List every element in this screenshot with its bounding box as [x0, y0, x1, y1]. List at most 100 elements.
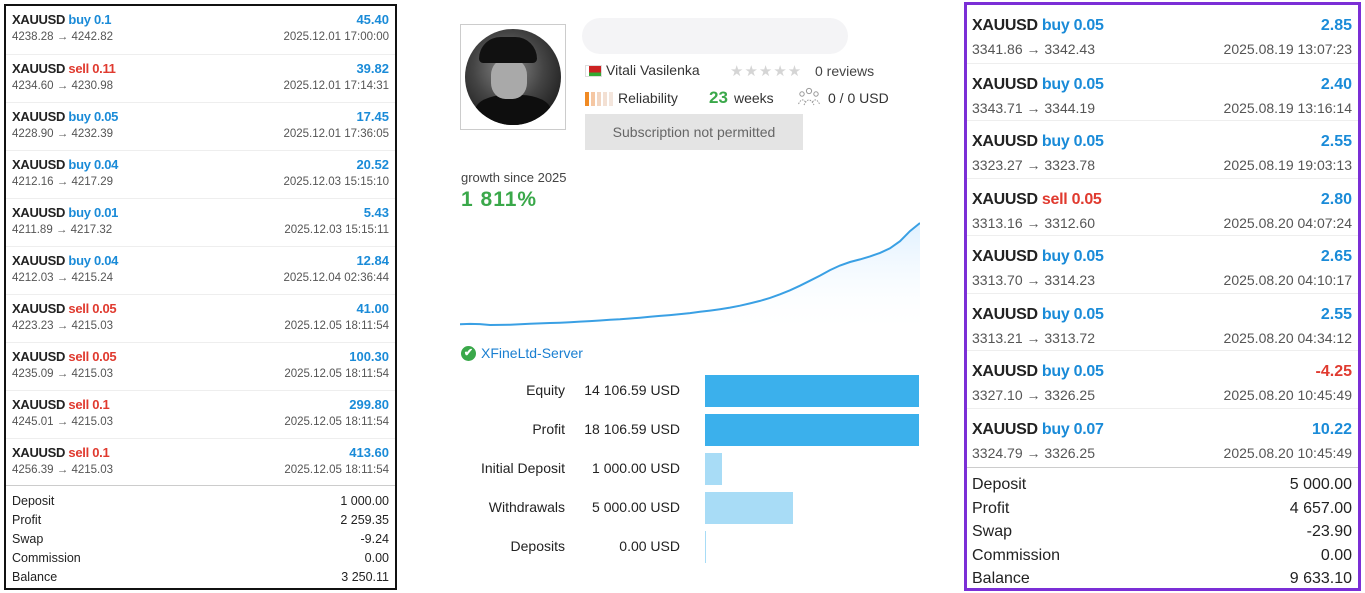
trade-prices: 4245.01 → 4215.03	[12, 416, 114, 428]
trade-time: 2025.08.19 19:03:13	[1223, 157, 1352, 173]
trade-row[interactable]: XAUUSD buy 0.1 45.40 4238.28 → 4242.82 2025…	[6, 6, 395, 54]
trade-symbol: XAUUSD	[12, 301, 66, 316]
trade-row[interactable]: XAUUSD buy 0.01 5.43 4211.89 → 4217.32 2025…	[6, 198, 395, 246]
trade-row[interactable]: XAUUSD buy 0.04 20.52 4212.16 → 4217.29 202…	[6, 150, 395, 198]
trade-row[interactable]: XAUUSD sell 0.05 41.00 4223.23 → 4215.03 20…	[6, 294, 395, 342]
rating-stars-icon: ★★★★★	[730, 63, 803, 80]
trade-time: 2025.08.20 04:10:17	[1223, 272, 1352, 288]
trader-name-link[interactable]: Vitali Vasilenka	[606, 62, 700, 78]
trade-time: 2025.08.20 04:07:24	[1223, 214, 1352, 231]
trade-row[interactable]: XAUUSD buy 0.07 10.22 3324.79 → 3326.25 202…	[967, 407, 1358, 465]
trade-title: XAUUSD buy 0.05	[972, 363, 1104, 381]
trade-symbol: XAUUSD	[12, 397, 66, 412]
trade-profit: 17.45	[356, 109, 389, 124]
summary-label: Balance	[972, 570, 1030, 587]
trade-row[interactable]: XAUUSD buy 0.05 2.40 3343.71 → 3344.19 2025…	[967, 62, 1358, 120]
trade-time: 2025.08.19 13:07:23	[1223, 41, 1352, 57]
trade-time: 2025.08.19 13:16:14	[1223, 99, 1352, 116]
trade-lot: 0.1	[92, 445, 110, 460]
trade-time: 2025.12.04 02:36:44	[283, 272, 389, 284]
trade-prices: 4235.09 → 4215.03	[12, 368, 114, 380]
trade-title: XAUUSD buy 0.04	[12, 253, 118, 268]
belarus-flag-icon	[585, 65, 602, 77]
trade-row[interactable]: XAUUSD buy 0.04 12.84 4212.03 → 4215.24 202…	[6, 246, 395, 294]
trade-lot: 0.04	[93, 157, 119, 172]
trade-time: 2025.08.20 10:45:49	[1223, 387, 1352, 403]
trade-direction: buy	[1041, 17, 1070, 34]
trade-direction: sell	[68, 301, 89, 316]
reviews-link[interactable]: 0 reviews	[815, 63, 875, 79]
summary-label: Swap	[972, 523, 1013, 540]
trade-prices: 4234.60 → 4230.98	[12, 80, 114, 92]
trade-row[interactable]: XAUUSD sell 0.05 2.80 3313.16 → 3312.60 202…	[967, 177, 1358, 235]
summary-row: Deposit 5 000.00	[972, 472, 1352, 496]
reliability-label: Reliability	[618, 90, 678, 106]
trader-avatar[interactable]	[460, 24, 566, 130]
trade-row[interactable]: XAUUSD sell 0.11 39.82 4234.60 → 4230.98 20…	[6, 54, 395, 102]
trade-profit: 2.65	[1320, 248, 1352, 265]
summary-label: Deposit	[972, 476, 1027, 493]
trade-prices: 3343.71 → 3344.19	[972, 99, 1095, 116]
summary-value: 9 633.10	[1289, 570, 1352, 587]
trade-row[interactable]: XAUUSD buy 0.05 2.55 3313.21 → 3313.72 2025…	[967, 292, 1358, 350]
trade-row[interactable]: XAUUSD buy 0.05 -4.25 3327.10 → 3326.25 202…	[967, 350, 1358, 407]
summary-row: Deposit 1 000.00	[12, 492, 389, 511]
summary-value: 5 000.00	[1289, 476, 1352, 493]
summary-row: Commission 0.00	[972, 543, 1352, 567]
trade-lot: 0.05	[1073, 133, 1104, 150]
trade-time: 2025.08.20 04:34:12	[1223, 329, 1352, 346]
trade-title: XAUUSD sell 0.1	[12, 397, 110, 412]
trade-direction: buy	[1041, 420, 1070, 438]
summary-label: Swap	[12, 532, 44, 546]
summary-label: Profit	[12, 513, 42, 527]
trade-direction: buy	[1041, 75, 1070, 93]
trade-row[interactable]: XAUUSD buy 0.05 2.55 3323.27 → 3323.78 2025…	[967, 120, 1358, 177]
trade-title: XAUUSD buy 0.04	[12, 157, 118, 172]
trade-symbol: XAUUSD	[972, 133, 1038, 150]
trade-row[interactable]: XAUUSD sell 0.05 100.30 4235.09 → 4215.03 2…	[6, 342, 395, 390]
trade-row[interactable]: XAUUSD buy 0.05 2.85 3341.86 → 3342.43 2025…	[967, 5, 1358, 62]
trade-symbol: XAUUSD	[12, 253, 66, 268]
growth-chart[interactable]	[460, 215, 920, 335]
trade-direction: sell	[68, 445, 89, 460]
trade-row[interactable]: XAUUSD buy 0.05 17.45 4228.90 → 4232.39 202…	[6, 102, 395, 150]
trade-row[interactable]: XAUUSD sell 0.1 299.80 4245.01 → 4215.03 20…	[6, 390, 395, 438]
trade-title: XAUUSD buy 0.07	[972, 421, 1104, 439]
trade-row[interactable]: XAUUSD buy 0.05 2.65 3313.70 → 3314.23 2025…	[967, 235, 1358, 292]
right-trade-history-panel: XAUUSD buy 0.05 2.85 3341.86 → 3342.43 2025…	[964, 2, 1361, 591]
trade-direction: sell	[68, 397, 89, 412]
trade-title: XAUUSD buy 0.05	[972, 306, 1104, 324]
trade-profit: 413.60	[349, 445, 389, 460]
trade-profit: 20.52	[356, 157, 389, 172]
trade-symbol: XAUUSD	[12, 205, 66, 220]
trade-prices: 4256.39 → 4215.03	[12, 464, 114, 476]
stat-value: 5 000.00 USD	[592, 499, 680, 515]
trade-symbol: XAUUSD	[12, 157, 66, 172]
trade-title: XAUUSD buy 0.05	[12, 109, 118, 124]
stat-value: 1 000.00 USD	[592, 460, 680, 476]
trade-prices: 3341.86 → 3342.43	[972, 41, 1095, 57]
summary-row: Balance 3 250.11	[12, 568, 389, 587]
stat-label: Profit	[532, 421, 565, 437]
trade-prices: 3324.79 → 3326.25	[972, 444, 1095, 461]
trade-symbol: XAUUSD	[12, 61, 66, 76]
trade-symbol: XAUUSD	[12, 12, 66, 27]
trade-profit: 41.00	[356, 301, 389, 316]
growth-label: growth since 2025	[461, 170, 567, 185]
trade-prices: 4238.28 → 4242.82	[12, 31, 114, 43]
trade-time: 2025.12.05 18:11:54	[284, 464, 389, 476]
trade-symbol: XAUUSD	[972, 305, 1038, 323]
growth-chart-line	[460, 222, 920, 327]
server-name[interactable]: XFineLtd-Server	[481, 345, 583, 361]
trade-profit: 2.40	[1320, 75, 1352, 93]
summary-row: Balance 9 633.10	[972, 566, 1352, 590]
trade-prices: 3313.16 → 3312.60	[972, 214, 1095, 231]
trade-lot: 0.05	[1073, 75, 1104, 93]
right-account-summary: Deposit 5 000.00 Profit 4 657.00 Swap -23.90 C…	[967, 467, 1358, 588]
summary-value: -23.90	[1306, 523, 1352, 540]
stat-row: Equity 14 106.59 USD	[452, 375, 926, 407]
signal-profile-panel: Vitali Vasilenka ★★★★★ 0 reviews Reliabi…	[452, 10, 926, 585]
stat-row: Profit 18 106.59 USD	[452, 414, 926, 446]
trade-row[interactable]: XAUUSD sell 0.1 413.60 4256.39 → 4215.03 20…	[6, 438, 395, 486]
subscribe-button[interactable]: Subscription not permitted	[585, 114, 803, 150]
